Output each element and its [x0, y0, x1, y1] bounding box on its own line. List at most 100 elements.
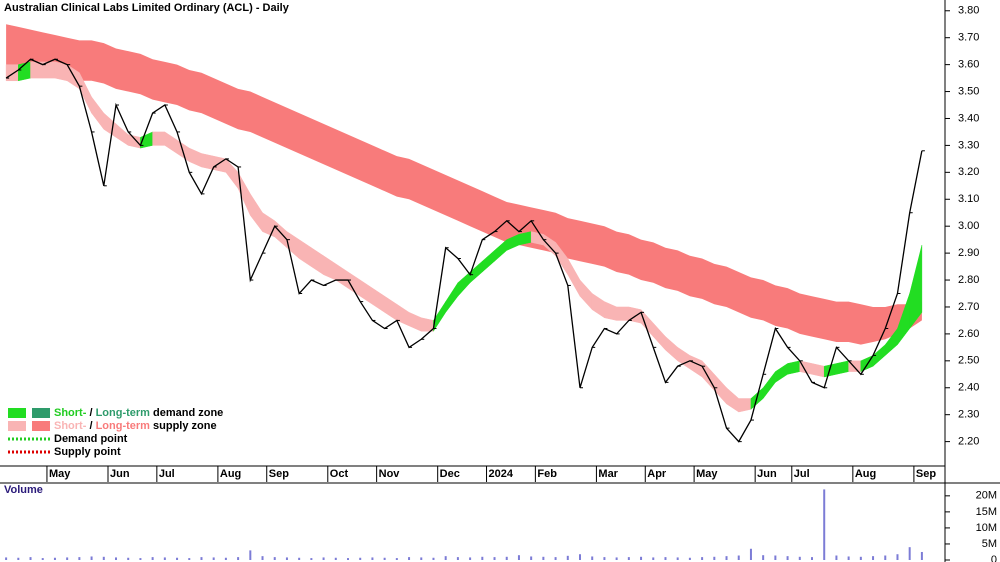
volume-bar — [237, 557, 240, 560]
volume-bar — [261, 556, 264, 560]
volume-bar — [383, 557, 386, 560]
volume-bar — [432, 557, 435, 560]
y-tick-label: 3.50 — [958, 85, 979, 97]
volume-bar — [737, 555, 740, 560]
chart-title: Australian Clinical Labs Limited Ordinar… — [4, 2, 290, 14]
legend-text: / — [86, 420, 95, 432]
volume-bar — [554, 557, 557, 560]
legend-text: demand zone — [150, 407, 223, 419]
volume-bar — [420, 557, 423, 560]
volume-bar — [835, 555, 838, 560]
legend-swatch — [32, 421, 50, 431]
price-panel — [5, 24, 925, 443]
short-term-zone — [201, 153, 214, 170]
y-tick-label: 3.00 — [958, 220, 979, 232]
short-term-zone — [213, 155, 227, 173]
volume-bar — [456, 557, 459, 560]
legend-label: Short- / Long-term supply zone — [54, 420, 217, 432]
volume-bar — [310, 558, 313, 560]
volume-title: Volume — [4, 484, 43, 496]
volume-bar — [151, 557, 154, 560]
short-term-zone — [616, 306, 630, 321]
volume-bar — [640, 556, 643, 560]
volume-bar — [102, 556, 105, 560]
legend-label: Supply point — [54, 446, 121, 458]
legend-text: Short- — [54, 407, 87, 419]
volume-bar — [591, 556, 594, 560]
volume-bar — [615, 557, 618, 560]
volume-bar — [285, 557, 288, 560]
volume-bar — [298, 557, 301, 560]
y-tick-label: 3.70 — [958, 32, 979, 44]
x-tick-label: Mar — [598, 468, 618, 480]
short-term-zone — [54, 61, 68, 82]
volume-bar — [664, 557, 667, 560]
y-tick-label: 3.40 — [958, 112, 979, 124]
volume-tick-label: 0 — [991, 554, 997, 562]
x-tick-label: 2024 — [489, 468, 514, 480]
y-tick-label: 2.90 — [958, 247, 979, 259]
y-tick-label: 2.60 — [958, 328, 979, 340]
y-tick-label: 2.80 — [958, 274, 979, 286]
volume-bar — [17, 557, 20, 560]
legend-text: Long-term — [96, 420, 151, 432]
legend-text: Long-term — [96, 407, 151, 419]
volume-bar — [859, 556, 862, 560]
volume-bar — [725, 556, 728, 560]
volume-bar — [627, 557, 630, 560]
price-line — [5, 58, 923, 443]
volume-bar — [200, 557, 203, 560]
x-tick-label: Jul — [794, 468, 810, 480]
x-tick-label: Feb — [537, 468, 557, 480]
x-tick-label: Nov — [379, 468, 401, 480]
x-tick-label: Dec — [440, 468, 460, 480]
volume-bar — [66, 557, 69, 560]
x-tick-label: Sep — [269, 468, 289, 480]
volume-bar — [566, 555, 569, 560]
volume-bar — [224, 557, 227, 560]
volume-bar — [823, 489, 826, 560]
x-tick-label: Apr — [647, 468, 667, 480]
volume-bar — [347, 558, 349, 560]
x-tick-label: Aug — [220, 468, 241, 480]
volume-bar — [127, 557, 130, 560]
long-term-zone — [6, 24, 922, 345]
volume-bar — [78, 557, 81, 560]
volume-tick-label: 15M — [976, 506, 997, 518]
volume-bar — [762, 555, 765, 560]
short-term-zone — [152, 131, 166, 146]
volume-bar — [322, 557, 325, 560]
y-tick-label: 2.40 — [958, 382, 979, 394]
legend-text: Supply point — [54, 446, 121, 458]
volume-bar — [139, 558, 142, 560]
volume-bar — [798, 556, 801, 560]
volume-bar — [212, 557, 215, 560]
volume-bar — [493, 557, 496, 560]
volume-bar — [273, 557, 276, 560]
volume-bar — [579, 554, 581, 560]
y-tick-label: 3.80 — [958, 5, 979, 17]
volume-tick-label: 5M — [982, 538, 997, 550]
x-tick-label: May — [49, 468, 71, 480]
volume-bar — [163, 557, 166, 560]
volume-bar — [408, 557, 411, 560]
volume-bar — [29, 557, 32, 560]
volume-bar — [603, 557, 606, 560]
y-tick-label: 3.10 — [958, 193, 979, 205]
volume-bar — [542, 556, 545, 560]
volume-bar — [334, 557, 337, 560]
volume-bar — [188, 558, 191, 560]
volume-bar — [786, 556, 789, 560]
y-tick-label: 3.20 — [958, 166, 979, 178]
volume-bar — [517, 555, 520, 560]
legend-text: Demand point — [54, 433, 128, 445]
volume-bar — [41, 558, 44, 560]
volume-bar — [713, 556, 716, 560]
x-tick-label: May — [696, 468, 718, 480]
x-tick-label: Jul — [159, 468, 175, 480]
y-tick-label: 2.20 — [958, 436, 979, 448]
volume-bar — [676, 557, 679, 560]
volume-bar — [90, 556, 93, 560]
volume-bar — [884, 555, 887, 560]
